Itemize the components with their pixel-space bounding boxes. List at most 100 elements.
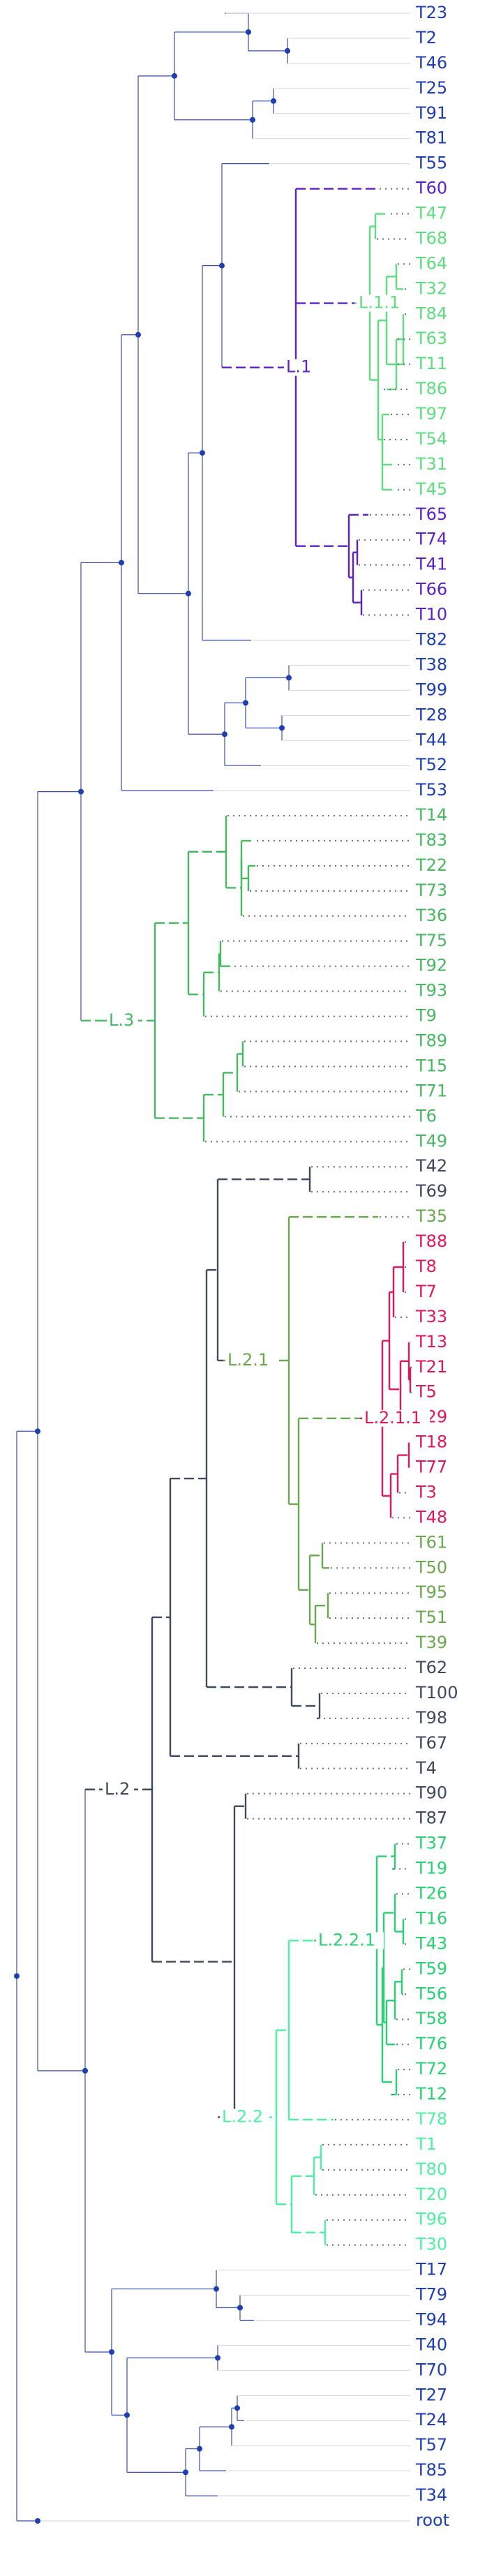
- node-marker: [234, 2405, 240, 2411]
- leaf-label-t69: T69: [415, 1181, 447, 1201]
- leaf-label-layer: T23 T2 T46 T25 T91 T81 T55 T60 T47 T68 T64 T32 T84 T6…: [415, 3, 458, 2530]
- node-marker: [214, 2286, 219, 2292]
- leaf-label-t83: T83: [415, 830, 447, 850]
- leaf-label-t10: T10: [415, 605, 447, 624]
- node-marker: [186, 590, 191, 597]
- leaf-label-t19: T19: [415, 1859, 447, 1878]
- leaf-label-t30: T30: [415, 2235, 447, 2254]
- leaf-label-t39: T39: [415, 1633, 447, 1652]
- leaf-label-t35: T35: [415, 1206, 447, 1226]
- leaf-label-t61: T61: [415, 1532, 447, 1552]
- leaf-label-t91: T91: [415, 103, 447, 123]
- leaf-label-t100: T100: [415, 1683, 458, 1702]
- leaf-label-t20: T20: [415, 2185, 447, 2204]
- leaf-label-t80: T80: [415, 2159, 447, 2179]
- leaf-label-t22: T22: [415, 855, 447, 875]
- leaf-label-t11: T11: [415, 354, 447, 373]
- leaf-label-t85: T85: [415, 2460, 447, 2480]
- leaf-label-t90: T90: [415, 1783, 447, 1803]
- leaf-label-t63: T63: [415, 329, 447, 348]
- leaf-label-t7: T7: [415, 1282, 437, 1301]
- clade-label-background: [107, 1012, 138, 1029]
- leaf-label-t3: T3: [415, 1482, 437, 1502]
- leaf-label-t45: T45: [415, 479, 447, 499]
- leaf-label-t92: T92: [415, 956, 447, 975]
- leaf-label-t8: T8: [415, 1257, 437, 1276]
- clade-label-background: [225, 1351, 275, 1369]
- leaf-label-t28: T28: [415, 705, 447, 724]
- leaf-label-t74: T74: [415, 530, 447, 549]
- leaf-label-t96: T96: [415, 2210, 447, 2229]
- node-marker: [78, 788, 84, 795]
- clade-label-l-2: L.2: [105, 1779, 130, 1799]
- leaf-label-t97: T97: [415, 404, 447, 424]
- node-marker: [243, 700, 248, 706]
- leaf-label-t50: T50: [415, 1557, 447, 1577]
- leaf-label-t70: T70: [415, 2360, 447, 2379]
- leaf-label-t9: T9: [415, 1006, 437, 1026]
- leaf-label-t40: T40: [415, 2335, 447, 2354]
- leaf-label-t36: T36: [415, 906, 447, 925]
- leaf-label-t88: T88: [415, 1231, 447, 1251]
- leaf-guide-layer: [39, 13, 412, 2522]
- leaf-label-t67: T67: [415, 1733, 447, 1753]
- leaf-label-t46: T46: [415, 53, 447, 73]
- clade-label-l-2-2: L.2.2: [222, 2106, 263, 2126]
- leaf-label-t49: T49: [415, 1131, 447, 1151]
- clade-label-layer: L.1.1 L.1 L.3 L.2.1.1 L.2.1 L.2.2.1 L.2.2 L.2: [103, 293, 430, 2126]
- leaf-label-t71: T71: [415, 1081, 447, 1100]
- leaf-label-t53: T53: [415, 780, 447, 800]
- clade-label-background: [316, 1932, 384, 1949]
- node-marker: [246, 29, 251, 35]
- leaf-label-t94: T94: [415, 2309, 447, 2329]
- node-marker: [135, 331, 141, 338]
- leaf-label-t17: T17: [415, 2260, 447, 2279]
- node-marker: [109, 2349, 114, 2355]
- node-marker: [271, 98, 276, 104]
- leaf-label-t25: T25: [415, 78, 447, 98]
- leaf-label-t58: T58: [415, 2009, 447, 2028]
- node-marker: [183, 2469, 188, 2476]
- leaf-label-t44: T44: [415, 730, 447, 749]
- node-marker: [200, 450, 205, 456]
- leaf-label-t54: T54: [415, 429, 447, 449]
- node-marker: [14, 1973, 20, 1979]
- leaf-label-t86: T86: [415, 379, 447, 398]
- leaf-label-t21: T21: [415, 1357, 447, 1377]
- leaf-label-t99: T99: [415, 680, 447, 699]
- leaf-label-t48: T48: [415, 1507, 447, 1527]
- root-tip-marker: [35, 2518, 40, 2524]
- node-marker: [197, 2446, 202, 2452]
- leaf-label-t78: T78: [415, 2109, 447, 2129]
- leaf-label-t12: T12: [415, 2084, 447, 2104]
- clade-label-l-1: L.1: [286, 357, 311, 377]
- node-marker: [124, 2412, 130, 2418]
- leaf-label-t47: T47: [415, 204, 447, 223]
- leaf-label-t14: T14: [415, 805, 447, 825]
- leaf-label-t73: T73: [415, 881, 447, 900]
- leaf-label-t16: T16: [415, 1908, 447, 1928]
- leaf-label-t65: T65: [415, 504, 447, 524]
- clade-label-l-1-1: L.1.1: [359, 293, 400, 313]
- leaf-label-t2: T2: [415, 28, 437, 47]
- leaf-label-t18: T18: [415, 1432, 447, 1452]
- clade-label-l-3: L.3: [109, 1010, 134, 1030]
- node-marker: [250, 117, 255, 123]
- leaf-label-t41: T41: [415, 555, 447, 574]
- leaf-label-root: root: [416, 2510, 449, 2530]
- leaf-label-t62: T62: [415, 1658, 447, 1677]
- leaf-label-t37: T37: [415, 1834, 447, 1853]
- leaf-label-t32: T32: [415, 278, 447, 298]
- clade-label-background: [220, 2109, 269, 2126]
- node-marker: [286, 675, 292, 681]
- node-marker: [119, 560, 124, 566]
- leaf-label-t68: T68: [415, 228, 447, 248]
- leaf-label-t82: T82: [415, 630, 447, 650]
- leaf-label-t1: T1: [415, 2134, 437, 2154]
- leaf-label-t60: T60: [415, 179, 447, 198]
- clade-label-l-2-1: L.2.1: [227, 1350, 269, 1370]
- clade-label-background: [357, 294, 406, 312]
- clade-label-background: [362, 1409, 430, 1427]
- node-marker: [237, 2305, 243, 2311]
